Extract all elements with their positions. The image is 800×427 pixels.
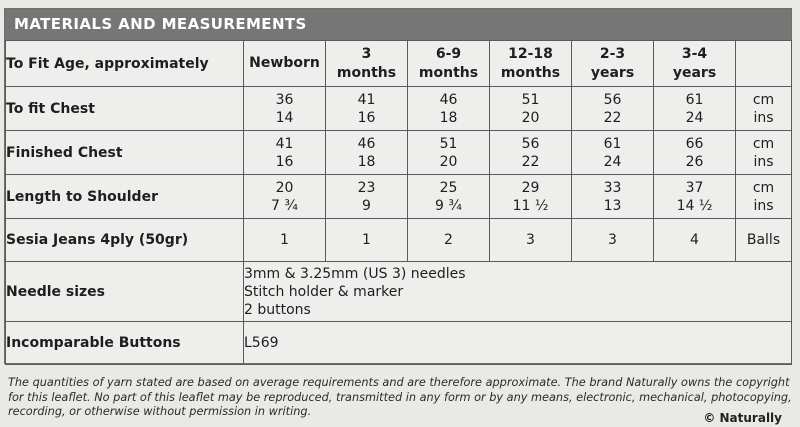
value-cell: 25 9 ¾ — [407, 174, 490, 219]
value-cell: 46 18 — [407, 86, 490, 131]
table-row: Length to Shoulder 20 7 ¾ 23 9 25 9 ¾ 29 11 … — [5, 174, 792, 219]
age-2-3-years: 2-3 years — [571, 40, 654, 87]
section-title: MATERIALS AND MEASUREMENTS — [5, 9, 791, 40]
buttons-code: L569 — [243, 321, 792, 365]
value-cell: 56 22 — [489, 130, 572, 175]
value-cell: 41 16 — [325, 86, 408, 131]
value-cell: 41 16 — [243, 130, 326, 175]
materials-panel: MATERIALS AND MEASUREMENTS To Fit Age, a… — [4, 8, 792, 365]
age-3-4-years: 3-4 years — [653, 40, 736, 87]
value-cell: 36 14 — [243, 86, 326, 131]
needles-row: Needle sizes 3mm & 3.25mm (US 3) needles… — [5, 261, 792, 322]
value-cell: 33 13 — [571, 174, 654, 219]
age-label: To Fit Age, approximately — [5, 40, 244, 87]
value-cell: 1 — [243, 218, 326, 262]
value-cell: 3 — [571, 218, 654, 262]
value-cell: 61 24 — [653, 86, 736, 131]
table-row: Finished Chest 41 16 46 18 51 20 56 22 61 24 … — [5, 130, 792, 175]
value-cell: 51 20 — [407, 130, 490, 175]
table-row: To fit Chest 36 14 41 16 46 18 51 20 56 22 61… — [5, 86, 792, 131]
row-label: Incomparable Buttons — [5, 321, 244, 365]
row-label: Length to Shoulder — [5, 174, 244, 219]
value-cell: 4 — [653, 218, 736, 262]
value-cell: 37 14 ½ — [653, 174, 736, 219]
unit-header — [735, 40, 792, 87]
unit-cell: cm ins — [735, 86, 792, 131]
age-6-9-months: 6-9 months — [407, 40, 490, 87]
age-header-row: To Fit Age, approximately Newborn 3 month… — [5, 40, 792, 87]
unit-cell: Balls — [735, 218, 792, 262]
value-cell: 1 — [325, 218, 408, 262]
needles-notes: 3mm & 3.25mm (US 3) needles Stitch holde… — [243, 261, 792, 322]
value-cell: 46 18 — [325, 130, 408, 175]
age-newborn: Newborn — [243, 40, 326, 87]
footer-disclaimer: The quantities of yarn stated are based … — [8, 376, 792, 418]
age-12-18-months: 12-18 months — [489, 40, 572, 87]
value-cell: 61 24 — [571, 130, 654, 175]
row-label: To fit Chest — [5, 86, 244, 131]
age-3-months: 3 months — [325, 40, 408, 87]
row-label: Finished Chest — [5, 130, 244, 175]
measurements-table: To Fit Age, approximately Newborn 3 month… — [5, 40, 792, 365]
copyright-notice: © Naturally — [703, 411, 782, 425]
value-cell: 51 20 — [489, 86, 572, 131]
value-cell: 3 — [489, 218, 572, 262]
unit-cell: cm ins — [735, 174, 792, 219]
row-label: Needle sizes — [5, 261, 244, 322]
value-cell: 66 26 — [653, 130, 736, 175]
value-cell: 56 22 — [571, 86, 654, 131]
value-cell: 2 — [407, 218, 490, 262]
value-cell: 23 9 — [325, 174, 408, 219]
table-row: Sesia Jeans 4ply (50gr) 1 1 2 3 3 4 Ball… — [5, 218, 792, 262]
unit-cell: cm ins — [735, 130, 792, 175]
buttons-row: Incomparable Buttons L569 — [5, 321, 792, 365]
value-cell: 20 7 ¾ — [243, 174, 326, 219]
row-label: Sesia Jeans 4ply (50gr) — [5, 218, 244, 262]
value-cell: 29 11 ½ — [489, 174, 572, 219]
